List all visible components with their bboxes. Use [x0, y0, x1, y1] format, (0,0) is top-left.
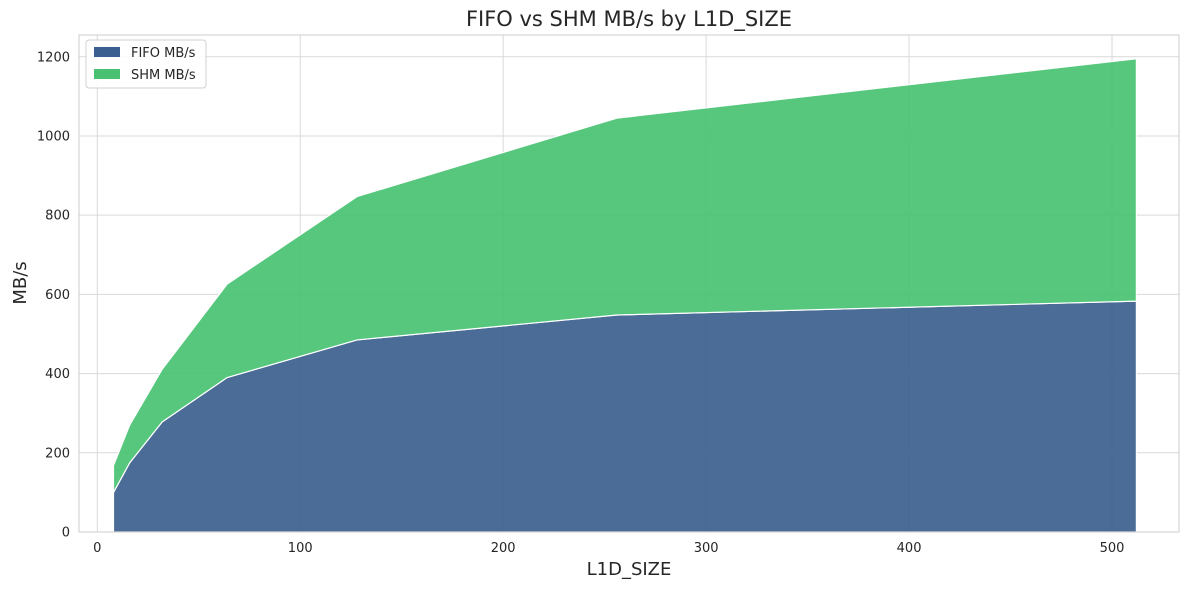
legend-label-shm: SHM MB/s [131, 68, 196, 83]
tick-labels: 0 100 200 300 400 500 0 200 400 600 800 1000 1200 [37, 50, 1125, 556]
x-tick-label: 0 [93, 541, 101, 556]
chart-title: FIFO vs SHM MB/s by L1D_SIZE [466, 7, 792, 32]
y-axis-label: MB/s [10, 261, 31, 304]
x-tick-label: 200 [491, 541, 516, 556]
y-tick-label: 1200 [37, 50, 70, 65]
plot-frame [78, 34, 1180, 533]
y-tick-label: 200 [45, 446, 70, 461]
legend-swatch-fifo [94, 47, 120, 57]
x-tick-label: 400 [897, 541, 922, 556]
x-tick-label: 500 [1100, 541, 1125, 556]
x-tick-label: 300 [694, 541, 719, 556]
legend-label-fifo: FIFO MB/s [131, 46, 196, 61]
y-tick-label: 600 [45, 288, 70, 303]
y-tick-label: 0 [62, 526, 70, 541]
x-tick-label: 100 [288, 541, 313, 556]
legend-swatch-shm [94, 69, 120, 79]
y-tick-label: 800 [45, 209, 70, 224]
legend: FIFO MB/s SHM MB/s [85, 39, 207, 89]
area-shm-mb-s [112, 58, 1137, 493]
y-tick-label: 400 [45, 367, 70, 382]
x-axis-label: L1D_SIZE [587, 559, 672, 580]
y-tick-label: 1000 [37, 129, 70, 144]
